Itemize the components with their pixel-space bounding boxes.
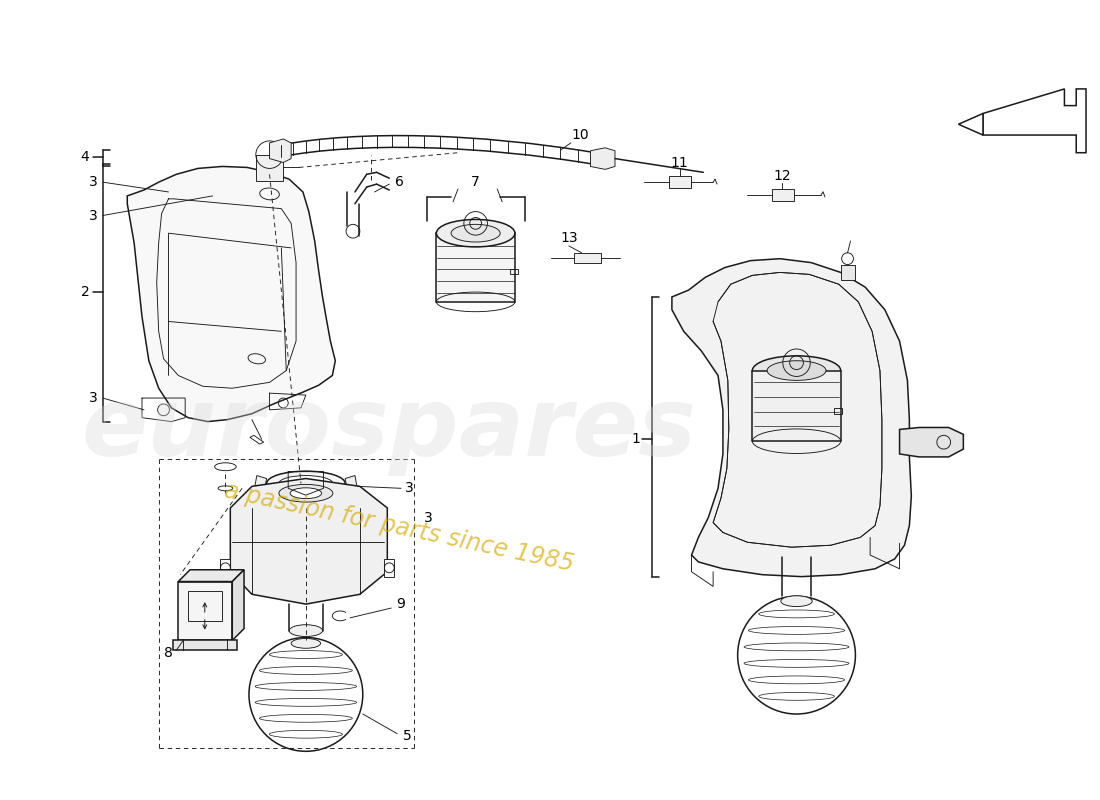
Polygon shape	[900, 427, 964, 457]
Text: 8: 8	[164, 646, 173, 660]
Polygon shape	[983, 89, 1086, 153]
Ellipse shape	[437, 219, 515, 247]
Polygon shape	[128, 166, 336, 422]
Text: 10: 10	[572, 128, 590, 142]
Text: a passion for parts since 1985: a passion for parts since 1985	[222, 478, 576, 577]
Text: 13: 13	[560, 231, 578, 245]
Text: 12: 12	[773, 170, 791, 183]
Text: 4: 4	[80, 150, 89, 164]
Text: 3: 3	[425, 510, 433, 525]
Polygon shape	[672, 258, 911, 577]
Text: 3: 3	[405, 482, 414, 495]
Text: 6: 6	[395, 175, 404, 189]
Polygon shape	[958, 114, 983, 135]
Ellipse shape	[290, 488, 321, 498]
Ellipse shape	[752, 356, 840, 386]
Polygon shape	[345, 475, 356, 488]
Ellipse shape	[451, 224, 501, 242]
Text: eurospares: eurospares	[81, 383, 696, 476]
Polygon shape	[250, 435, 264, 444]
Ellipse shape	[279, 475, 333, 491]
Polygon shape	[255, 475, 266, 488]
Polygon shape	[591, 148, 615, 170]
Text: 5: 5	[403, 729, 411, 742]
Ellipse shape	[289, 625, 322, 637]
FancyBboxPatch shape	[669, 176, 691, 188]
Text: 3: 3	[88, 209, 97, 222]
Polygon shape	[384, 559, 394, 577]
Polygon shape	[752, 370, 840, 442]
Ellipse shape	[767, 361, 826, 380]
Polygon shape	[256, 154, 284, 181]
Polygon shape	[174, 641, 238, 650]
Text: 2: 2	[80, 285, 89, 299]
Text: 3: 3	[88, 175, 97, 189]
Polygon shape	[178, 582, 232, 641]
Text: 7: 7	[471, 175, 480, 189]
Ellipse shape	[279, 484, 333, 502]
FancyBboxPatch shape	[772, 189, 793, 201]
Polygon shape	[232, 570, 244, 641]
Polygon shape	[178, 570, 244, 582]
Polygon shape	[840, 265, 856, 280]
Ellipse shape	[266, 471, 345, 496]
Text: 1: 1	[631, 432, 640, 446]
Polygon shape	[220, 559, 230, 577]
FancyBboxPatch shape	[574, 253, 602, 262]
Polygon shape	[230, 478, 387, 604]
Ellipse shape	[781, 596, 812, 606]
Polygon shape	[437, 233, 515, 302]
Polygon shape	[270, 139, 292, 162]
Text: 11: 11	[671, 155, 689, 170]
Text: 3: 3	[88, 391, 97, 405]
Ellipse shape	[292, 638, 320, 648]
Text: 9: 9	[397, 597, 406, 611]
